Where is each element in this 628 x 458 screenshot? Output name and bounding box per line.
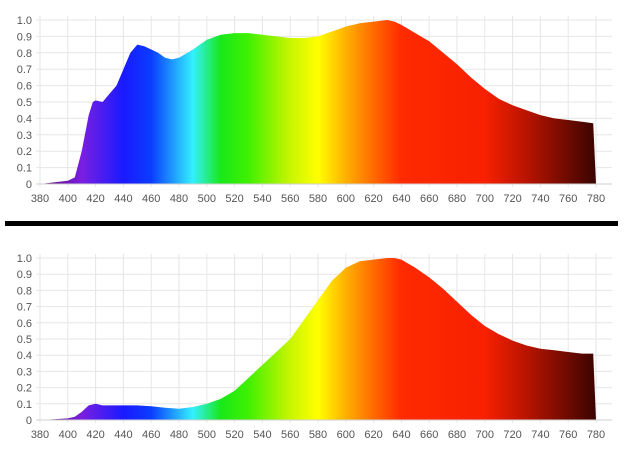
x-tick-label: 680 [448, 429, 466, 441]
x-tick-label: 380 [31, 193, 49, 205]
x-tick-label: 700 [476, 193, 494, 205]
y-tick-label: 0.8 [17, 285, 32, 297]
y-tick-label: 0.6 [17, 318, 32, 330]
x-tick-label: 480 [170, 193, 188, 205]
x-tick-label: 560 [281, 429, 299, 441]
y-tick-label: 0.5 [17, 97, 32, 109]
x-tick-label: 620 [364, 429, 382, 441]
x-tick-label: 640 [392, 193, 410, 205]
x-tick-label: 740 [531, 429, 549, 441]
x-tick-label: 600 [337, 193, 355, 205]
x-tick-label: 460 [142, 429, 160, 441]
spectrum-plot-top: 0 0.1 0.2 0.3 0.4 0.5 0.6 0.7 0.8 0.9 1.0 380 400 420… [17, 15, 612, 205]
x-tick-label: 400 [59, 429, 77, 441]
x-tick-label: 720 [503, 429, 521, 441]
x-tick-label: 560 [281, 193, 299, 205]
x-tick-label: 760 [559, 429, 577, 441]
x-tick-label: 500 [198, 193, 216, 205]
x-tick-label: 780 [587, 193, 605, 205]
y-tick-label: 0.4 [17, 113, 32, 125]
x-tick-label: 480 [170, 429, 188, 441]
spectrum-chart-bottom: 0 0.1 0.2 0.3 0.4 0.5 0.6 0.7 0.8 0.9 1.0 380 400 420… [0, 236, 628, 458]
y-tick-label: 0.7 [17, 64, 32, 76]
y-tick-label: 0.2 [17, 146, 32, 158]
x-tick-label: 440 [114, 193, 132, 205]
x-tick-label: 680 [448, 193, 466, 205]
x-tick-label: 700 [476, 429, 494, 441]
x-tick-label: 520 [225, 193, 243, 205]
x-tick-label: 500 [198, 429, 216, 441]
y-tick-label: 0.8 [17, 48, 32, 60]
y-tick-label: 0.9 [17, 31, 32, 43]
x-tick-label: 420 [86, 193, 104, 205]
x-tick-label: 420 [86, 429, 104, 441]
y-tick-label: 0.3 [17, 130, 32, 142]
y-tick-label: 0 [26, 415, 32, 427]
x-tick-label: 760 [559, 193, 577, 205]
x-tick-label: 580 [309, 429, 327, 441]
x-tick-label: 640 [392, 429, 410, 441]
y-tick-label: 0.7 [17, 302, 32, 314]
x-tick-label: 540 [253, 429, 271, 441]
spectrum-area [40, 258, 596, 420]
x-tick-label: 400 [59, 193, 77, 205]
spectrum-chart-top: 0 0.1 0.2 0.3 0.4 0.5 0.6 0.7 0.8 0.9 1.0 380 400 420… [0, 0, 628, 212]
x-tick-label: 460 [142, 193, 160, 205]
y-tick-label: 1.0 [17, 15, 32, 27]
x-tick-label: 780 [587, 429, 605, 441]
x-tick-label: 580 [309, 193, 327, 205]
x-tick-label: 600 [337, 429, 355, 441]
y-tick-label: 0.4 [17, 350, 32, 362]
y-tick-label: 0.2 [17, 383, 32, 395]
y-tick-label: 0 [26, 179, 32, 191]
y-tick-label: 0.1 [17, 163, 32, 175]
y-tick-label: 0.1 [17, 399, 32, 411]
y-tick-label: 0.5 [17, 334, 32, 346]
spectrum-area [40, 20, 596, 184]
spectrum-plot-bottom: 0 0.1 0.2 0.3 0.4 0.5 0.6 0.7 0.8 0.9 1.0 380 400 420… [17, 253, 612, 441]
x-tick-label: 520 [225, 429, 243, 441]
x-tick-label: 740 [531, 193, 549, 205]
x-tick-label: 720 [503, 193, 521, 205]
y-tick-label: 1.0 [17, 253, 32, 265]
divider-bar [5, 221, 618, 226]
x-tick-label: 380 [31, 429, 49, 441]
y-tick-label: 0.9 [17, 269, 32, 281]
x-tick-label: 540 [253, 193, 271, 205]
y-tick-label: 0.6 [17, 81, 32, 93]
y-tick-label: 0.3 [17, 366, 32, 378]
x-tick-label: 660 [420, 429, 438, 441]
x-tick-label: 440 [114, 429, 132, 441]
x-tick-label: 660 [420, 193, 438, 205]
x-tick-label: 620 [364, 193, 382, 205]
